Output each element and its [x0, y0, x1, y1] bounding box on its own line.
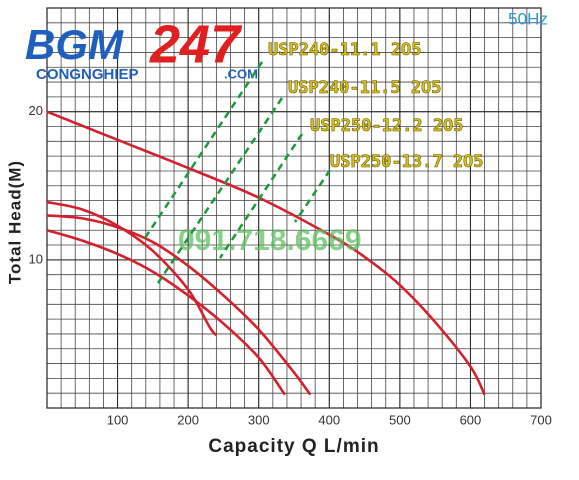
x-tick-label: 500 [389, 412, 411, 427]
watermark-phone: 091.718.6669 [178, 224, 362, 257]
grid: 100 200 300 400 500 600 700 10 20 [29, 7, 552, 427]
series-label: USP240-11.5 2O5 [288, 78, 442, 98]
logo-domain: .COM [224, 66, 258, 81]
series-label: USP250-13.7 2O5 [330, 152, 484, 172]
arrow [156, 97, 284, 284]
arrow [293, 169, 332, 223]
y-axis-label: Total Head(M) [5, 160, 24, 284]
x-tick-label: 400 [318, 412, 340, 427]
x-tick-label: 300 [248, 412, 270, 427]
x-axis-label: Capacity Q L/min [208, 436, 379, 457]
series-label: USP250-12.2 2O5 [310, 116, 464, 136]
x-tick-label: 700 [530, 412, 552, 427]
x-tick-label: 600 [460, 412, 482, 427]
y-tick-label: 20 [29, 103, 43, 118]
arrow [218, 133, 304, 259]
pump-curve [46, 214, 312, 396]
logo-number: 247 [149, 14, 243, 74]
y-tick-label: 10 [29, 251, 43, 266]
x-tick-label: 100 [107, 412, 129, 427]
pump-curve [46, 110, 486, 396]
curves [46, 110, 486, 396]
pump-curve [46, 228, 286, 396]
logo-sub: CONGNGHIEP [36, 66, 139, 83]
pump-curve [46, 200, 218, 337]
logo-brand: BGM [25, 21, 124, 68]
frequency: 50Hz [508, 9, 548, 28]
series-label: USP240-11.1 2O5 [268, 40, 422, 60]
x-tick-label: 200 [177, 412, 199, 427]
plot-frame [46, 7, 542, 409]
